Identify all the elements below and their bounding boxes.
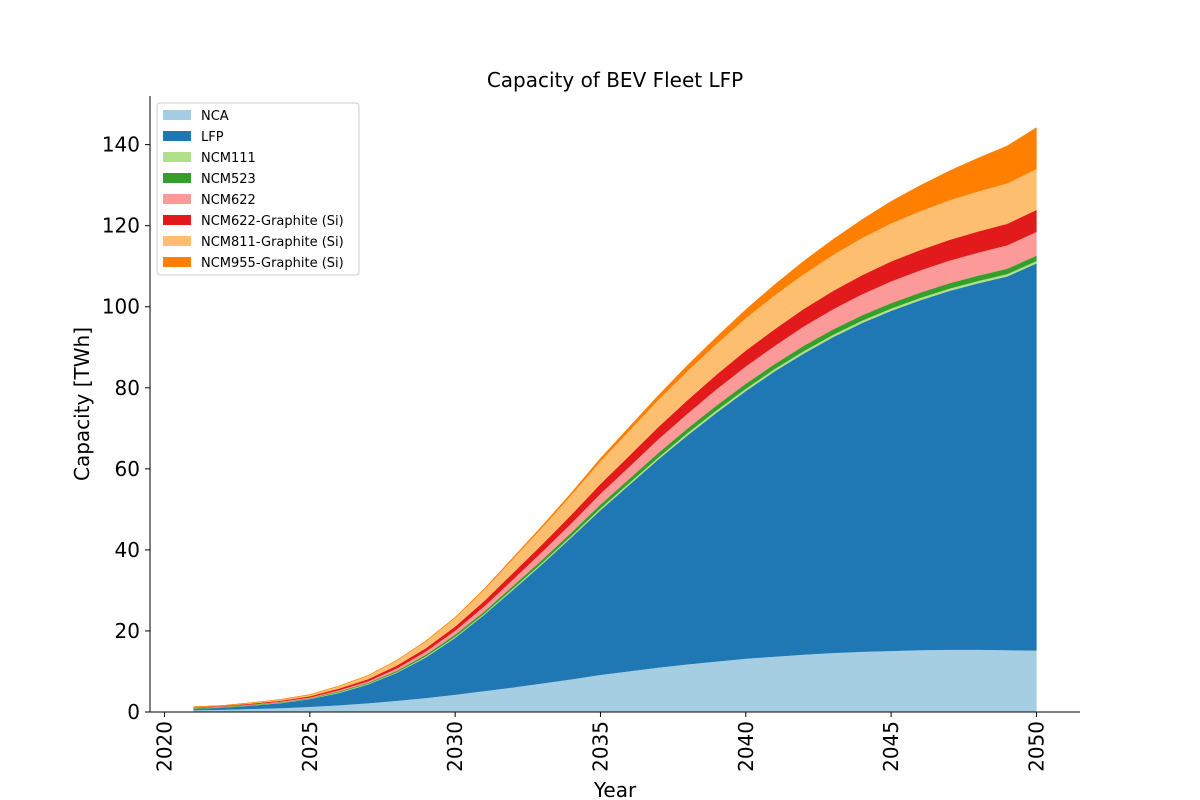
chart-title: Capacity of BEV Fleet LFP: [487, 68, 743, 92]
y-tick-label-120: 120: [102, 214, 140, 238]
area-ncm955-graphite-si: [193, 127, 1037, 707]
legend-label-ncm622: NCM622: [201, 193, 256, 208]
legend-label-ncm955-graphite-si: NCM955-Graphite (Si): [201, 256, 344, 271]
x-tick-label-2050: 2050: [1024, 721, 1048, 772]
legend: NCA LFP NCM111 NCM523 NCM622 NCM622-Graphite …: [156, 102, 360, 276]
legend-swatch-ncm622: [163, 194, 191, 204]
legend-label-ncm523: NCM523: [201, 172, 256, 187]
y-tick-label-140: 140: [102, 133, 140, 157]
legend-swatch-ncm622-graphite-si: [163, 215, 191, 225]
x-axis-label: Year: [593, 778, 637, 800]
legend-label-ncm622-graphite-si: NCM622-Graphite (Si): [201, 214, 344, 229]
legend-label-ncm111: NCM111: [201, 151, 256, 166]
x-tick-label-2025: 2025: [298, 721, 322, 772]
x-tick-label-2030: 2030: [443, 721, 467, 772]
y-tick-label-80: 80: [115, 376, 140, 400]
legend-label-ncm811-graphite-si: NCM811-Graphite (Si): [201, 235, 344, 250]
stacked-areas: [193, 127, 1037, 713]
x-tick-label-2020: 2020: [153, 721, 177, 772]
y-ticks: 0 20 40 60 80 100 120 140: [102, 133, 150, 724]
x-tick-label-2035: 2035: [588, 721, 612, 772]
x-ticks: 2020 2025 2030 2035 2040 2045 2050: [153, 712, 1048, 772]
legend-swatch-nca: [163, 110, 191, 120]
y-tick-label-60: 60: [115, 457, 140, 481]
legend-label-lfp: LFP: [201, 130, 224, 145]
y-tick-label-20: 20: [115, 619, 140, 643]
legend-swatch-ncm811-graphite-si: [163, 236, 191, 246]
legend-swatch-ncm955-graphite-si: [163, 257, 191, 267]
y-tick-label-100: 100: [102, 295, 140, 319]
legend-swatch-ncm111: [163, 152, 191, 162]
x-tick-label-2040: 2040: [734, 721, 758, 772]
y-tick-label-40: 40: [115, 538, 140, 562]
legend-swatch-ncm523: [163, 173, 191, 183]
y-tick-label-0: 0: [127, 700, 140, 724]
y-axis-label: Capacity [TWh]: [70, 327, 94, 481]
legend-frame: [156, 102, 360, 276]
x-tick-label-2045: 2045: [879, 721, 903, 772]
legend-swatch-lfp: [163, 131, 191, 141]
legend-label-nca: NCA: [201, 109, 229, 124]
